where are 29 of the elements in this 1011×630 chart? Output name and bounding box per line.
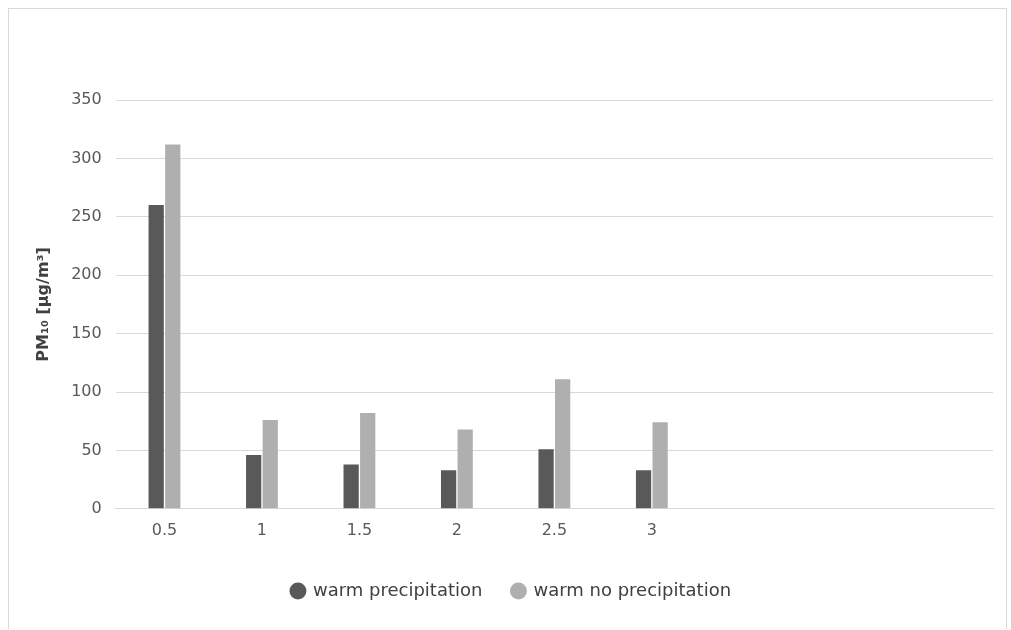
bar [555,379,571,509]
bar [440,470,457,509]
y-tick-label: 50 [81,439,102,459]
x-tick-label: 3 [646,519,657,539]
bar [246,455,262,509]
y-tick-label: 0 [91,497,102,517]
y-tick-label: 200 [71,264,102,284]
x-tick-label: 0.5 [151,519,178,539]
y-axis-title: PM₁₀ [µg/m³] [32,247,52,362]
legend-label: warm no precipitation [533,578,732,600]
bar [538,449,554,509]
bar [652,422,668,509]
bar [165,144,181,509]
x-tick-label: 1.5 [346,519,373,539]
bar [360,413,376,509]
bar [343,464,359,509]
y-tick-label: 250 [71,205,102,225]
bar [457,429,473,509]
y-tick-label: 100 [71,381,102,401]
y-tick-label: 300 [71,147,102,167]
bar [262,420,278,509]
legend-label: warm precipitation [312,578,483,600]
x-tick-label: 2 [451,519,462,539]
bar [148,205,164,509]
y-tick-label: 150 [71,322,102,342]
bar [635,470,652,509]
x-tick-label: 1 [256,519,268,539]
y-tick-label: 350 [71,89,102,109]
x-tick-label: 2.5 [541,519,568,539]
